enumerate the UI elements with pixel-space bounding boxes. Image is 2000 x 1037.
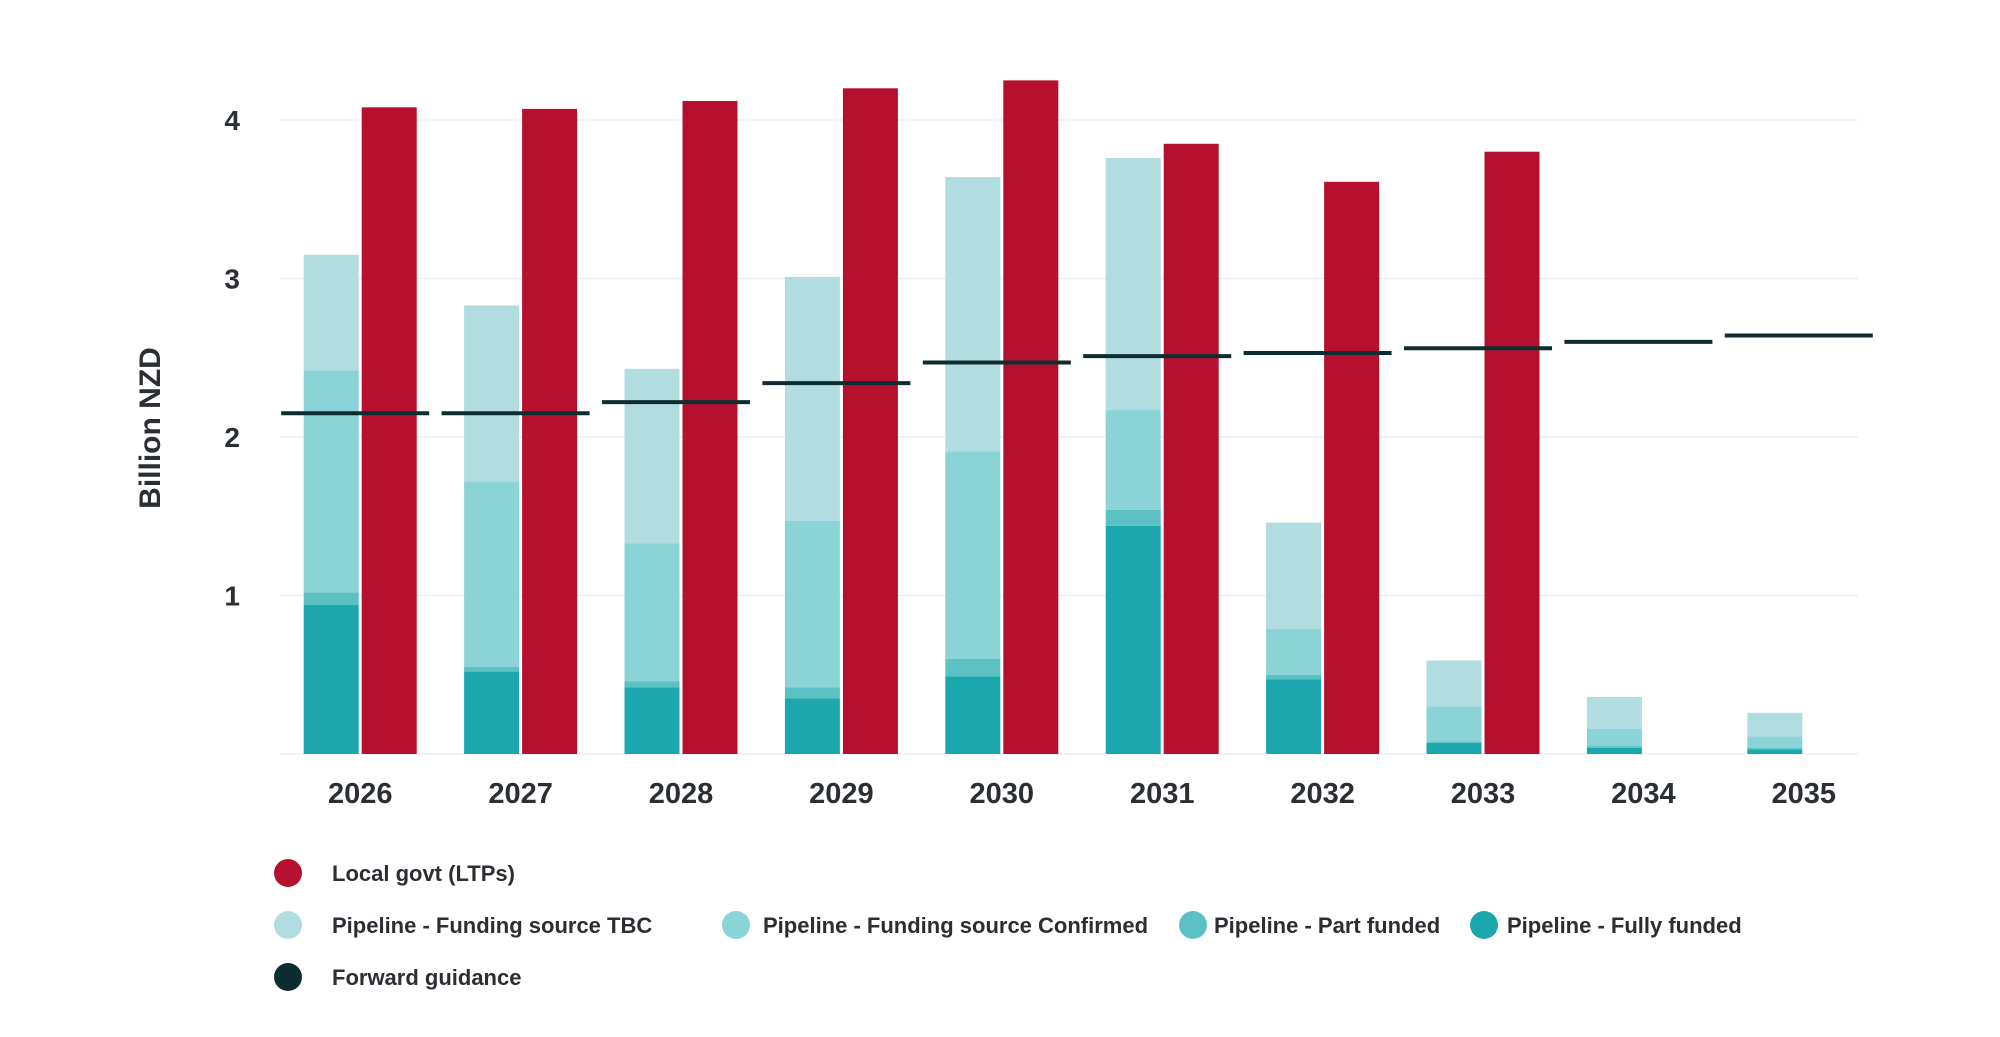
bar-pipeline-funding-source-tbc-2027 [464, 305, 520, 482]
legend-label: Pipeline - Funding source Confirmed [763, 913, 1148, 938]
bar-local-govt-2026 [361, 107, 417, 754]
bar-pipeline-funding-source-confirmed-2029 [784, 521, 840, 688]
y-axis-label: Billion NZD [134, 347, 167, 509]
bar-pipeline-funding-source-tbc-2030 [945, 177, 1001, 452]
y-tick-label: 2 [224, 422, 240, 453]
legend-swatch [722, 911, 750, 939]
bar-local-govt-2028 [682, 100, 738, 755]
x-tick-label: 2029 [809, 778, 874, 810]
bar-pipeline-part-funded-2029 [784, 687, 840, 699]
bar-pipeline-fully-funded-2026 [303, 605, 359, 754]
bar-pipeline-funding-source-confirmed-2033 [1426, 706, 1482, 742]
bar-local-govt-2029 [842, 88, 898, 755]
x-tick-label: 2027 [488, 778, 553, 810]
bar-local-govt-2030 [1003, 80, 1059, 754]
forward-guidance-lines [281, 333, 1873, 416]
bar-pipeline-funding-source-tbc-2032 [1266, 522, 1322, 629]
bar-pipeline-part-funded-2026 [303, 592, 359, 606]
bar-pipeline-part-funded-2028 [624, 681, 680, 688]
legend: Local govt (LTPs) Pipeline - Funding sour… [274, 859, 1742, 991]
bar-pipeline-fully-funded-2033 [1426, 742, 1482, 754]
x-tick-label: 2034 [1611, 778, 1676, 810]
y-tick-label: 4 [224, 105, 240, 136]
bar-pipeline-funding-source-tbc-2031 [1105, 158, 1161, 411]
bar-pipeline-funding-source-confirmed-2032 [1266, 628, 1322, 675]
bar-pipeline-part-funded-2033 [1426, 741, 1482, 743]
bar-local-govt-2031 [1163, 143, 1219, 754]
bar-pipeline-part-funded-2027 [464, 666, 520, 672]
bar-pipeline-part-funded-2030 [945, 658, 1001, 677]
legend-label: Pipeline - Fully funded [1507, 913, 1742, 938]
legend-swatch [274, 859, 302, 887]
bar-local-govt-2033 [1484, 151, 1540, 754]
bar-pipeline-part-funded-2031 [1105, 509, 1161, 526]
x-axis: 2026 2027 2028 2029 2030 2031 2032 2033 2034 2035 [328, 778, 1836, 810]
legend-swatch [1179, 911, 1207, 939]
y-axis: 1 2 3 4 Billion NZD [134, 105, 240, 612]
bar-pipeline-funding-source-confirmed-2028 [624, 543, 680, 682]
x-tick-label: 2026 [328, 778, 393, 810]
legend-label: Pipeline - Funding source TBC [332, 913, 652, 938]
bar-local-govt-2027 [522, 108, 578, 754]
bar-pipeline-fully-funded-2032 [1266, 679, 1322, 754]
y-tick-label: 3 [224, 264, 240, 295]
bar-pipeline-funding-source-tbc-2035 [1747, 712, 1803, 737]
x-tick-label: 2028 [649, 778, 714, 810]
bar-pipeline-funding-source-tbc-2029 [784, 276, 840, 522]
bar-pipeline-funding-source-confirmed-2031 [1105, 410, 1161, 510]
x-tick-label: 2032 [1290, 778, 1355, 810]
x-tick-label: 2033 [1451, 778, 1516, 810]
bar-pipeline-part-funded-2034 [1586, 746, 1642, 748]
bar-pipeline-fully-funded-2030 [945, 676, 1001, 754]
bar-local-govt-2032 [1324, 181, 1380, 754]
bar-pipeline-fully-funded-2035 [1747, 749, 1803, 754]
bar-pipeline-fully-funded-2027 [464, 671, 520, 754]
bar-pipeline-fully-funded-2028 [624, 687, 680, 754]
legend-label: Local govt (LTPs) [332, 861, 515, 886]
bar-pipeline-part-funded-2032 [1266, 674, 1322, 680]
bars [303, 80, 1803, 755]
bar-pipeline-funding-source-tbc-2034 [1586, 696, 1642, 729]
bar-pipeline-fully-funded-2029 [784, 698, 840, 754]
bar-pipeline-funding-source-confirmed-2035 [1747, 736, 1803, 748]
legend-swatch [1470, 911, 1498, 939]
bar-pipeline-fully-funded-2034 [1586, 747, 1642, 754]
legend-swatch [274, 963, 302, 991]
bar-pipeline-funding-source-confirmed-2034 [1586, 728, 1642, 747]
legend-swatch [274, 911, 302, 939]
legend-label: Pipeline - Part funded [1214, 913, 1440, 938]
x-tick-label: 2035 [1772, 778, 1837, 810]
x-tick-label: 2030 [970, 778, 1035, 810]
bar-pipeline-part-funded-2035 [1747, 747, 1803, 750]
x-tick-label: 2031 [1130, 778, 1195, 810]
bar-pipeline-fully-funded-2031 [1105, 525, 1161, 754]
bar-pipeline-funding-source-tbc-2028 [624, 368, 680, 544]
bar-pipeline-funding-source-tbc-2026 [303, 254, 359, 371]
y-tick-label: 1 [224, 581, 240, 612]
legend-label: Forward guidance [332, 965, 521, 990]
bar-pipeline-funding-source-tbc-2033 [1426, 660, 1482, 707]
bar-pipeline-funding-source-confirmed-2027 [464, 481, 520, 667]
bar-pipeline-funding-source-confirmed-2026 [303, 370, 359, 593]
bar-pipeline-funding-source-confirmed-2030 [945, 451, 1001, 659]
